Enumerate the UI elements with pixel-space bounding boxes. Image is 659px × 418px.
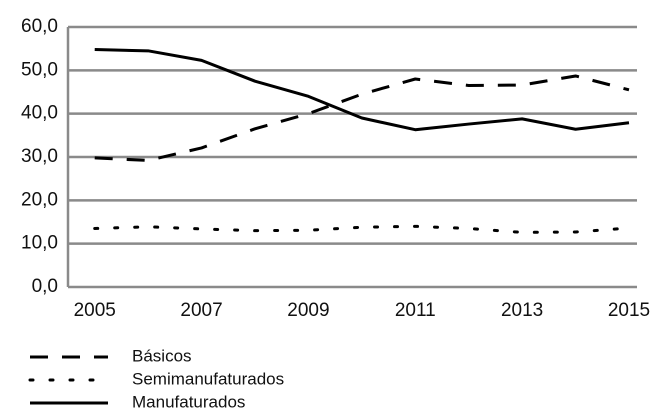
x-tick-label: 2011 [395,300,436,321]
y-tick-label: 20,0 [21,189,58,210]
x-tick-label: 2015 [608,300,650,321]
series-line [94,74,630,162]
legend-label: Semimanufaturados [132,369,284,388]
y-tick-label: 0,0 [32,276,58,297]
legend-label: Básicos [132,346,192,365]
series-line [94,48,630,132]
x-tick-label: 2009 [287,300,329,321]
series-line [93,224,631,234]
x-tick-label: 2005 [74,300,116,321]
x-tick-label: 2007 [180,300,222,321]
y-tick-label: 50,0 [21,59,58,80]
y-tick-label: 40,0 [21,103,58,124]
y-tick-label: 60,0 [21,16,58,37]
legend-label: Manufaturados [132,392,245,411]
y-tick-label: 10,0 [21,233,58,254]
y-tick-label: 30,0 [21,146,58,167]
x-tick-label: 2013 [501,300,543,321]
